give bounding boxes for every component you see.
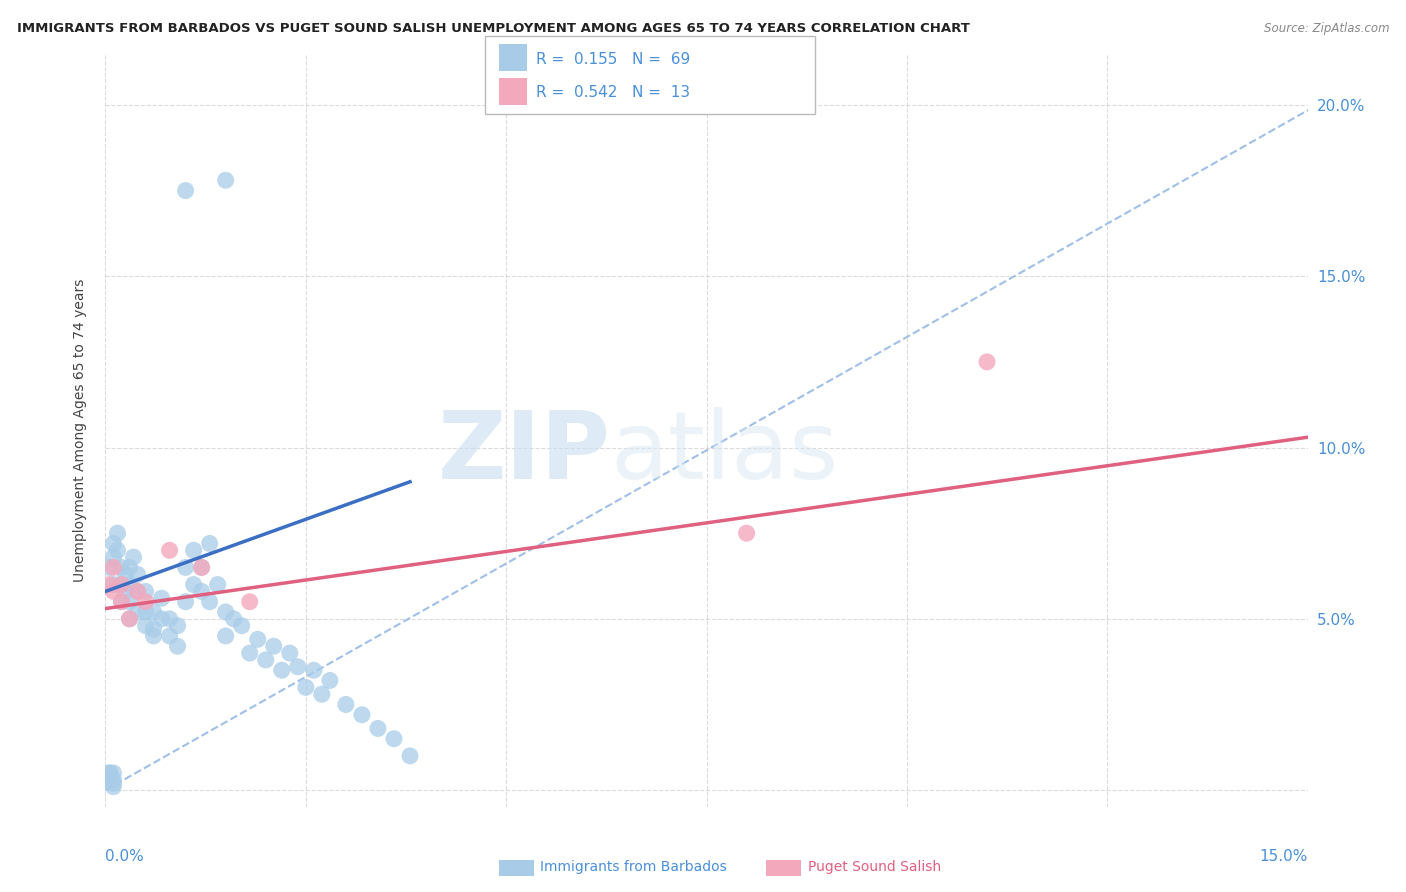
Point: [118, 560, 141, 574]
Point: [198, 536, 221, 550]
Point: [198, 595, 221, 609]
Point: [103, 550, 125, 565]
Point: [222, 612, 245, 626]
Point: [103, 536, 125, 550]
Point: [174, 560, 197, 574]
Point: [335, 698, 357, 712]
Point: [103, 776, 125, 790]
Point: [110, 595, 132, 609]
Point: [174, 595, 197, 609]
Point: [183, 543, 205, 558]
Text: Immigrants from Barbados: Immigrants from Barbados: [540, 860, 727, 874]
Point: [114, 567, 136, 582]
Point: [127, 584, 149, 599]
Point: [103, 577, 125, 591]
Point: [367, 722, 389, 736]
Y-axis label: Unemployment Among Ages 65 to 74 years: Unemployment Among Ages 65 to 74 years: [73, 278, 87, 582]
Point: [127, 584, 149, 599]
Text: R =  0.155   N =  69: R = 0.155 N = 69: [536, 52, 690, 67]
Point: [107, 543, 129, 558]
Point: [110, 577, 132, 591]
Point: [319, 673, 342, 688]
Point: [114, 584, 136, 599]
Point: [103, 780, 125, 794]
Point: [135, 584, 157, 599]
Point: [135, 605, 157, 619]
Text: Puget Sound Salish: Puget Sound Salish: [808, 860, 942, 874]
Point: [254, 653, 277, 667]
Point: [382, 731, 405, 746]
Point: [350, 707, 373, 722]
Point: [98, 560, 121, 574]
Point: [190, 560, 212, 574]
Point: [214, 605, 236, 619]
Point: [98, 772, 121, 787]
Point: [122, 550, 145, 565]
Point: [150, 612, 173, 626]
Point: [150, 591, 173, 606]
Point: [110, 595, 132, 609]
Point: [118, 612, 141, 626]
Point: [976, 355, 998, 369]
Point: [142, 629, 165, 643]
Text: R =  0.542   N =  13: R = 0.542 N = 13: [536, 86, 690, 101]
Text: Source: ZipAtlas.com: Source: ZipAtlas.com: [1264, 22, 1389, 36]
Point: [98, 766, 121, 780]
Point: [110, 577, 132, 591]
Point: [159, 629, 181, 643]
Point: [135, 595, 157, 609]
Point: [142, 605, 165, 619]
Point: [127, 567, 149, 582]
Point: [159, 612, 181, 626]
Point: [110, 560, 132, 574]
Point: [311, 687, 333, 701]
Text: 15.0%: 15.0%: [1260, 848, 1308, 863]
Text: atlas: atlas: [610, 407, 838, 499]
Point: [98, 766, 121, 780]
Point: [231, 618, 253, 632]
Point: [107, 526, 129, 541]
Point: [214, 173, 236, 187]
Point: [135, 618, 157, 632]
Point: [142, 622, 165, 636]
Point: [98, 577, 121, 591]
Point: [246, 632, 269, 647]
Point: [399, 748, 422, 763]
Point: [270, 663, 292, 677]
Text: ZIP: ZIP: [437, 407, 610, 499]
Point: [118, 577, 141, 591]
Point: [278, 646, 301, 660]
Point: [287, 660, 309, 674]
Point: [214, 629, 236, 643]
Point: [190, 584, 212, 599]
Point: [127, 605, 149, 619]
Point: [103, 584, 125, 599]
Point: [166, 618, 188, 632]
Point: [302, 663, 325, 677]
Point: [295, 681, 318, 695]
Point: [166, 639, 188, 653]
Point: [207, 577, 229, 591]
Text: 0.0%: 0.0%: [105, 848, 145, 863]
Point: [103, 772, 125, 787]
Point: [239, 646, 262, 660]
Point: [118, 612, 141, 626]
Point: [103, 560, 125, 574]
Point: [103, 766, 125, 780]
Text: IMMIGRANTS FROM BARBADOS VS PUGET SOUND SALISH UNEMPLOYMENT AMONG AGES 65 TO 74 : IMMIGRANTS FROM BARBADOS VS PUGET SOUND …: [17, 22, 970, 36]
Point: [239, 595, 262, 609]
Point: [735, 526, 758, 541]
Point: [190, 560, 212, 574]
Point: [263, 639, 285, 653]
Point: [118, 595, 141, 609]
Point: [159, 543, 181, 558]
Point: [174, 184, 197, 198]
Point: [183, 577, 205, 591]
